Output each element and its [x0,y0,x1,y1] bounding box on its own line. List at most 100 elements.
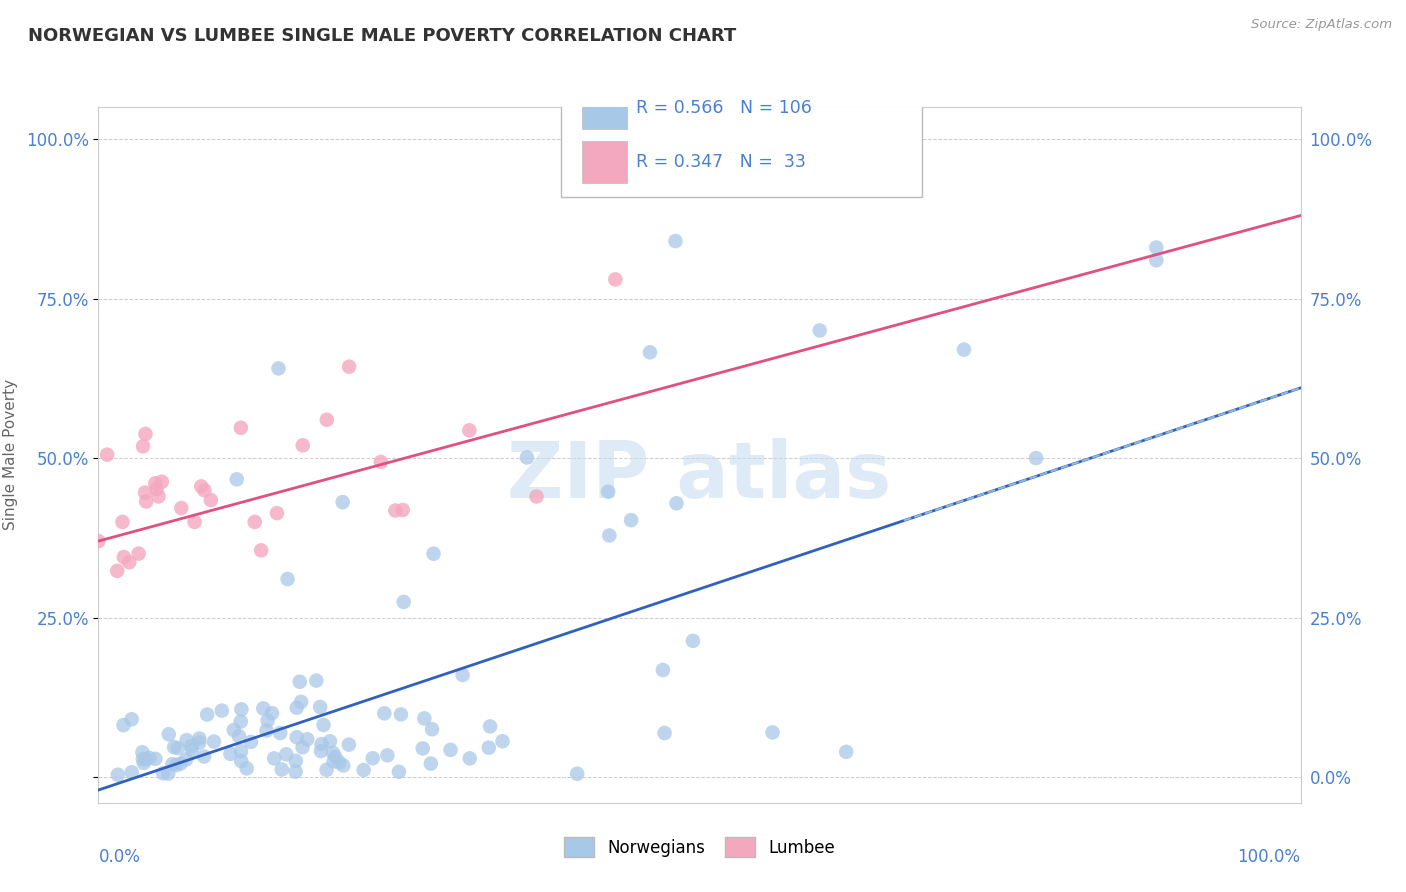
Point [285,731,308,745]
FancyBboxPatch shape [582,142,627,183]
Point [337,738,360,752]
Point [665,496,688,510]
Point [121,712,143,726]
Point [491,734,513,748]
Point [134,427,156,442]
Point [291,740,314,755]
Point [132,756,155,770]
Point [620,513,643,527]
Point [200,493,222,508]
Point [664,234,686,248]
Point [180,739,202,753]
Point [239,735,262,749]
Point [312,718,335,732]
Point [311,737,333,751]
Point [319,734,342,748]
Point [322,746,344,760]
Point [180,743,202,757]
Point [1144,253,1167,268]
Point [953,343,976,357]
Point [250,543,273,558]
Point [219,747,242,761]
Point [169,756,191,771]
Point [222,723,245,737]
Point [370,455,392,469]
Point [163,740,186,755]
Point [132,752,155,766]
Point [835,745,858,759]
Point [315,413,337,427]
Point [290,695,312,709]
Point [145,482,167,496]
Point [1144,240,1167,254]
Point [392,595,415,609]
Point [128,547,150,561]
Point [225,472,247,486]
Point [183,515,205,529]
Point [188,731,211,746]
Point [276,747,298,762]
Point [111,515,134,529]
Point [413,711,436,725]
Point [112,550,135,565]
Point [412,741,434,756]
Point [328,756,350,770]
Point [134,752,156,766]
Point [439,743,461,757]
Text: 100.0%: 100.0% [1237,848,1301,866]
Point [193,483,215,498]
Point [309,744,332,758]
Point [263,751,285,765]
Point [526,490,548,504]
Point [391,503,413,517]
Point [638,345,661,359]
Point [458,751,481,765]
Point [297,732,319,747]
Point [284,764,307,779]
Point [361,751,384,765]
Point [337,359,360,374]
Point [605,272,627,286]
Point [651,663,673,677]
Point [105,564,128,578]
Point [174,752,197,766]
Point [565,766,588,780]
Point [420,723,443,737]
Point [458,423,481,437]
Point [288,674,311,689]
Point [270,763,292,777]
Point [305,673,328,688]
Text: ZIP atlas: ZIP atlas [508,438,891,514]
Point [135,494,157,508]
Point [761,725,783,739]
Point [388,764,411,779]
Point [176,733,198,747]
Point [150,475,173,489]
Point [157,727,180,741]
Point [134,485,156,500]
Point [145,476,167,491]
Point [256,723,278,738]
Point [170,501,193,516]
Point [157,766,180,780]
Point [332,758,354,772]
Point [266,506,288,520]
Point [256,714,278,728]
Point [211,704,233,718]
Point [112,718,135,732]
Point [1025,451,1047,466]
Point [284,754,307,768]
Point [231,702,253,716]
Point [121,765,143,780]
Point [285,700,308,714]
Point [148,490,170,504]
FancyBboxPatch shape [582,87,627,129]
Point [322,755,344,769]
Point [384,503,406,517]
Point [808,323,831,337]
Point [165,758,187,772]
Point [419,756,441,771]
Legend: Norwegians, Lumbee: Norwegians, Lumbee [557,830,842,864]
Point [107,768,129,782]
Point [654,726,676,740]
